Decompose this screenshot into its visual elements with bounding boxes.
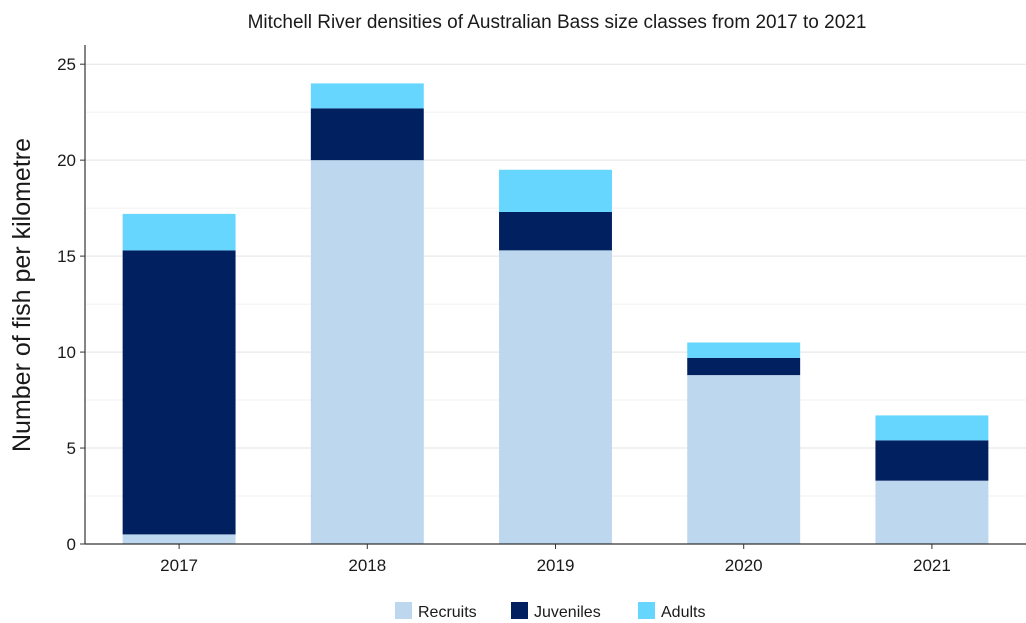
bar-adults-2017 — [122, 213, 236, 251]
x-tick-label: 2017 — [160, 556, 198, 575]
legend-label-juveniles: Juveniles — [534, 604, 601, 621]
y-tick-label: 20 — [57, 151, 76, 170]
y-tick-label: 5 — [67, 439, 76, 458]
bar-adults-2018 — [310, 83, 424, 109]
legend-label-adults: Adults — [661, 604, 705, 621]
chart-title: Mitchell River densities of Australian B… — [248, 12, 867, 33]
bar-juveniles-2019 — [499, 211, 612, 251]
x-tick-label: 2020 — [725, 556, 763, 575]
bar-recruits-2019 — [499, 250, 612, 544]
y-tick-labels: 0 5 10 15 20 25 — [57, 55, 85, 554]
x-tick-label: 2018 — [348, 556, 386, 575]
y-tick-label: 15 — [57, 247, 76, 266]
x-tick-label: 2021 — [913, 556, 951, 575]
legend-swatch-recruits — [395, 602, 412, 619]
bar-recruits-2018 — [310, 160, 424, 544]
bar-recruits-2020 — [687, 375, 801, 544]
bar-juveniles-2020 — [687, 357, 801, 376]
y-tick-label: 25 — [57, 55, 76, 74]
bar-juveniles-2021 — [875, 440, 989, 481]
bars — [122, 83, 989, 544]
bar-adults-2020 — [687, 342, 801, 358]
x-tick-label: 2019 — [537, 556, 575, 575]
legend-swatch-adults — [638, 602, 655, 619]
legend-swatch-juveniles — [511, 602, 528, 619]
bar-juveniles-2018 — [310, 108, 424, 161]
y-tick-label: 10 — [57, 343, 76, 362]
bar-adults-2021 — [875, 415, 989, 441]
legend: Recruits Juveniles Adults — [395, 602, 705, 621]
y-tick-label: 0 — [67, 535, 76, 554]
bar-juveniles-2017 — [122, 250, 236, 535]
legend-label-recruits: Recruits — [418, 604, 477, 621]
bar-recruits-2017 — [122, 534, 236, 544]
bar-adults-2019 — [499, 169, 612, 212]
y-axis-label: Number of fish per kilometre — [8, 138, 36, 452]
x-tick-labels: 2017 2018 2019 2020 2021 — [160, 544, 951, 575]
bar-recruits-2021 — [875, 480, 989, 544]
